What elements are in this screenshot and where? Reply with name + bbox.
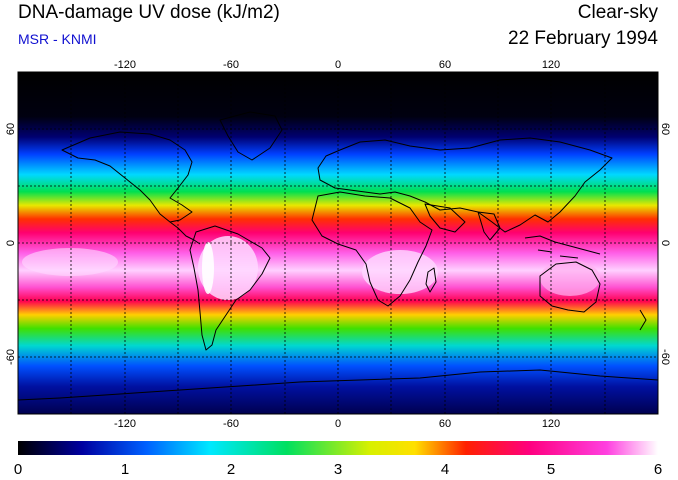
lon-tick-top-5: 120 (542, 59, 560, 71)
australia-high-dose (540, 260, 600, 296)
andes-peak (202, 242, 214, 294)
colorbar-ticks: 0 1 2 3 4 5 6 (14, 461, 662, 478)
south-america-coast (189, 225, 271, 351)
latitude-ticks-left: 60 0 -60 (5, 123, 17, 365)
south-america-high-dose (198, 236, 258, 300)
colorbar-tick-2: 2 (227, 461, 235, 478)
colorbar (18, 441, 658, 455)
colorbar-tick-5: 5 (547, 461, 555, 478)
africa-coast (311, 191, 433, 307)
lon-tick-top-3: 0 (335, 59, 341, 71)
indonesia-coast (524, 235, 601, 259)
lat-tick-right-3: -60 (659, 349, 671, 365)
lon-tick-bottom-5: 120 (542, 418, 560, 430)
lon-tick-bottom-3: 0 (335, 418, 341, 430)
lon-tick-bottom-2: -60 (223, 418, 239, 430)
lon-tick-bottom-4: 60 (439, 418, 451, 430)
africa-high-dose (362, 250, 438, 294)
europe-coast (317, 137, 613, 233)
coastlines (18, 111, 658, 401)
new-zealand-coast (639, 309, 647, 331)
date-label: 22 February 1994 (508, 28, 658, 49)
longitude-ticks-bottom: -120 -60 0 60 120 (114, 418, 560, 430)
lat-tick-left-3: -60 (5, 349, 17, 365)
colorbar-tick-3: 3 (334, 461, 342, 478)
colorbar-tick-6: 6 (654, 461, 662, 478)
antarctica-coast (18, 369, 658, 401)
arabia-coast (424, 203, 466, 233)
lat-tick-left-2: 0 (5, 240, 17, 246)
colorbar-tick-0: 0 (14, 461, 22, 478)
latitude-ticks-right: 60 0 -60 (659, 123, 671, 365)
madagascar-coast (425, 267, 437, 293)
product-label: Clear-sky (577, 2, 658, 23)
india-coast (477, 211, 501, 241)
lon-tick-top-4: 60 (439, 59, 451, 71)
map-title: DNA-damage UV dose (kJ/m2) (18, 2, 280, 23)
greenland-coast (219, 111, 283, 161)
pacific-high-dose (22, 248, 118, 276)
north-america-coast (61, 131, 193, 223)
lon-tick-top-2: -60 (223, 59, 239, 71)
map-frame (17, 71, 659, 415)
lat-tick-left-1: 60 (5, 123, 17, 135)
colorbar-tick-1: 1 (121, 461, 129, 478)
australia-coast (539, 261, 601, 313)
longitude-ticks-top: -120 -60 0 60 120 (114, 59, 560, 71)
lat-tick-right-1: 60 (659, 123, 671, 135)
colorbar-tick-4: 4 (441, 461, 449, 478)
lat-tick-right-2: 0 (659, 240, 671, 246)
source-label: MSR - KNMI (18, 31, 97, 47)
central-america-coast (169, 221, 201, 245)
lon-tick-bottom-1: -120 (114, 418, 136, 430)
lon-tick-top-1: -120 (114, 59, 136, 71)
graticule (18, 72, 658, 414)
